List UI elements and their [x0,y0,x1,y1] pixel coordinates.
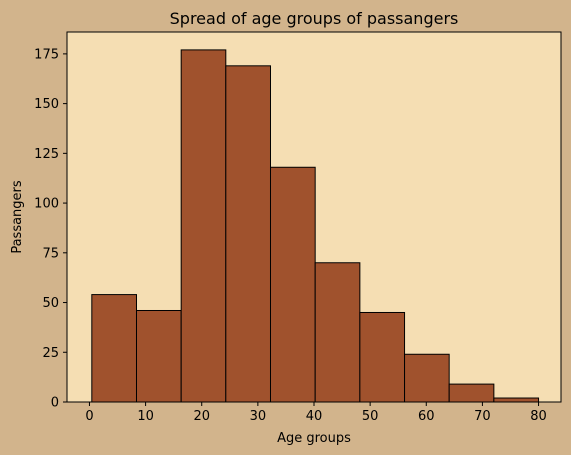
y-axis-label: Passangers [10,180,25,254]
histogram-bar-9 [493,397,540,403]
y-axis-ticks: 0 25 50 75 100 125 150 175 [34,47,67,411]
y-tick-label-1: 25 [42,346,59,361]
histogram-bar-0 [91,294,137,403]
histogram-bar-5 [314,262,361,403]
x-tick-label-7: 70 [474,409,491,424]
histogram-bar-3 [225,65,271,403]
y-tick-label-0: 0 [51,396,59,411]
histogram-bar-7 [404,353,450,403]
chart-title: Spread of age groups of passangers [170,9,459,28]
x-tick-label-6: 60 [418,409,435,424]
histogram-bar-1 [135,309,182,403]
y-tick-label-2: 50 [42,296,59,311]
histogram-bar-6 [359,311,406,403]
x-tick-label-3: 30 [250,409,267,424]
x-tick-label-5: 50 [362,409,379,424]
histogram-bar-8 [448,383,495,403]
x-tick-label-2: 20 [193,409,210,424]
histogram-bar-2 [180,49,227,403]
x-axis-label: Age groups [277,431,351,446]
y-tick-label-6: 150 [34,97,59,112]
bars-group [91,49,540,403]
y-tick-label-4: 100 [34,197,59,212]
x-axis-ticks: 0 10 20 30 40 50 60 70 80 [85,402,547,424]
y-tick-label-7: 175 [34,47,59,62]
plot-frame [66,31,562,403]
x-tick-label-4: 40 [306,409,323,424]
histogram-bar-4 [269,166,316,403]
x-tick-label-0: 0 [85,409,93,424]
y-tick-label-3: 75 [42,246,59,261]
x-tick-label-1: 10 [137,409,154,424]
x-tick-label-8: 80 [530,409,547,424]
y-tick-label-5: 125 [34,147,59,162]
